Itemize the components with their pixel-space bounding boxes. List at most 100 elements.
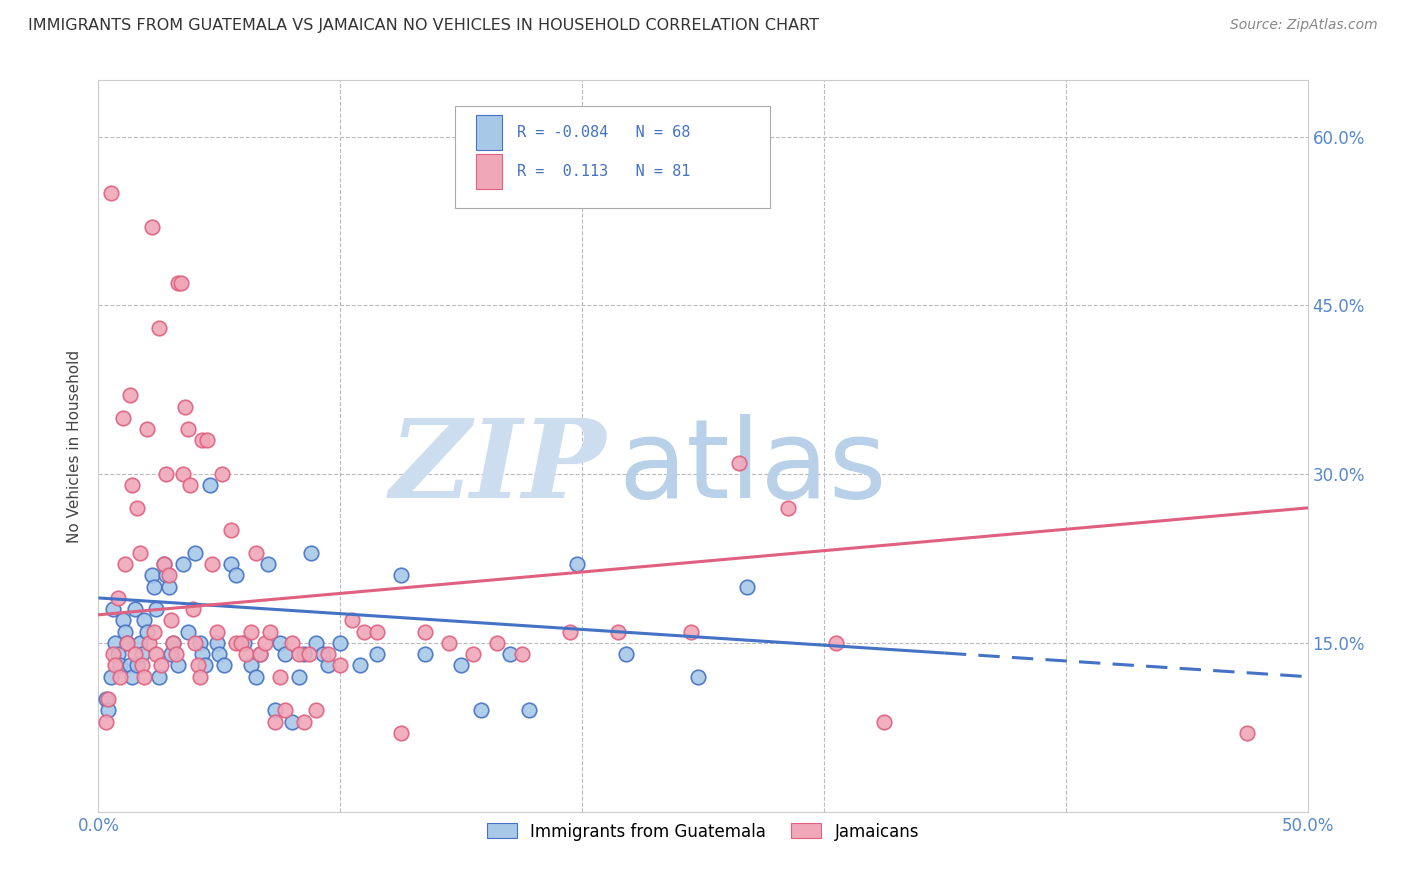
- FancyBboxPatch shape: [456, 106, 769, 209]
- Point: [281, 636, 304, 650]
- Point: [873, 714, 896, 729]
- Point: [254, 636, 277, 650]
- Point: [188, 670, 211, 684]
- Point: [389, 568, 412, 582]
- Point: [108, 658, 131, 673]
- Point: [152, 557, 174, 571]
- Point: [121, 670, 143, 684]
- Point: [107, 591, 129, 605]
- Point: [128, 546, 150, 560]
- Point: [201, 557, 224, 571]
- Point: [221, 524, 243, 538]
- Point: [114, 557, 136, 571]
- Point: [101, 602, 124, 616]
- Point: [162, 636, 184, 650]
- Legend: Immigrants from Guatemala, Jamaicans: Immigrants from Guatemala, Jamaicans: [481, 816, 925, 847]
- Point: [97, 692, 120, 706]
- Point: [128, 636, 150, 650]
- Point: [101, 647, 124, 661]
- Text: R =  0.113   N = 81: R = 0.113 N = 81: [517, 164, 690, 179]
- Point: [127, 500, 149, 515]
- Point: [117, 636, 139, 650]
- Point: [316, 658, 339, 673]
- Point: [329, 636, 352, 650]
- Point: [366, 647, 388, 661]
- Point: [688, 670, 710, 684]
- Point: [679, 624, 702, 639]
- Point: [135, 624, 157, 639]
- Point: [607, 624, 630, 639]
- Point: [292, 647, 315, 661]
- Point: [269, 636, 291, 650]
- Point: [288, 670, 311, 684]
- Point: [450, 658, 472, 673]
- Point: [316, 647, 339, 661]
- Point: [735, 580, 758, 594]
- Point: [172, 557, 194, 571]
- Point: [498, 647, 520, 661]
- Point: [143, 580, 166, 594]
- Point: [212, 658, 235, 673]
- Point: [114, 624, 136, 639]
- Point: [389, 726, 412, 740]
- Point: [167, 658, 190, 673]
- Point: [437, 636, 460, 650]
- Point: [131, 658, 153, 673]
- Point: [157, 580, 180, 594]
- Point: [118, 388, 141, 402]
- Point: [205, 624, 228, 639]
- Point: [121, 478, 143, 492]
- Point: [235, 647, 257, 661]
- Point: [366, 624, 388, 639]
- Point: [111, 410, 134, 425]
- Point: [288, 647, 311, 661]
- Point: [353, 624, 375, 639]
- Point: [298, 647, 321, 661]
- Point: [131, 647, 153, 661]
- Point: [160, 614, 183, 628]
- Point: [239, 624, 262, 639]
- Point: [208, 647, 231, 661]
- Point: [1236, 726, 1258, 740]
- Point: [94, 714, 117, 729]
- Point: [155, 467, 177, 482]
- Point: [169, 276, 191, 290]
- Point: [177, 422, 200, 436]
- Point: [181, 602, 204, 616]
- Point: [162, 636, 184, 650]
- Point: [117, 636, 139, 650]
- Point: [118, 658, 141, 673]
- Point: [312, 647, 335, 661]
- Point: [225, 636, 247, 650]
- Point: [184, 546, 207, 560]
- Point: [229, 636, 252, 650]
- Point: [510, 647, 533, 661]
- Point: [264, 714, 287, 729]
- Point: [614, 647, 637, 661]
- Point: [177, 624, 200, 639]
- Point: [111, 614, 134, 628]
- Point: [150, 658, 173, 673]
- Point: [191, 647, 214, 661]
- Point: [141, 568, 163, 582]
- Point: [191, 434, 214, 448]
- Point: [305, 703, 328, 717]
- Point: [108, 670, 131, 684]
- Point: [198, 478, 221, 492]
- Bar: [475, 115, 502, 151]
- Point: [94, 692, 117, 706]
- Point: [273, 647, 295, 661]
- Point: [148, 321, 170, 335]
- Point: [558, 624, 581, 639]
- Point: [232, 636, 254, 650]
- Point: [127, 658, 149, 673]
- Point: [211, 467, 233, 482]
- Point: [145, 602, 167, 616]
- Text: ZIP: ZIP: [389, 414, 606, 522]
- Point: [167, 276, 190, 290]
- Point: [148, 670, 170, 684]
- Point: [825, 636, 848, 650]
- Point: [273, 703, 295, 717]
- Point: [188, 636, 211, 650]
- Point: [145, 647, 167, 661]
